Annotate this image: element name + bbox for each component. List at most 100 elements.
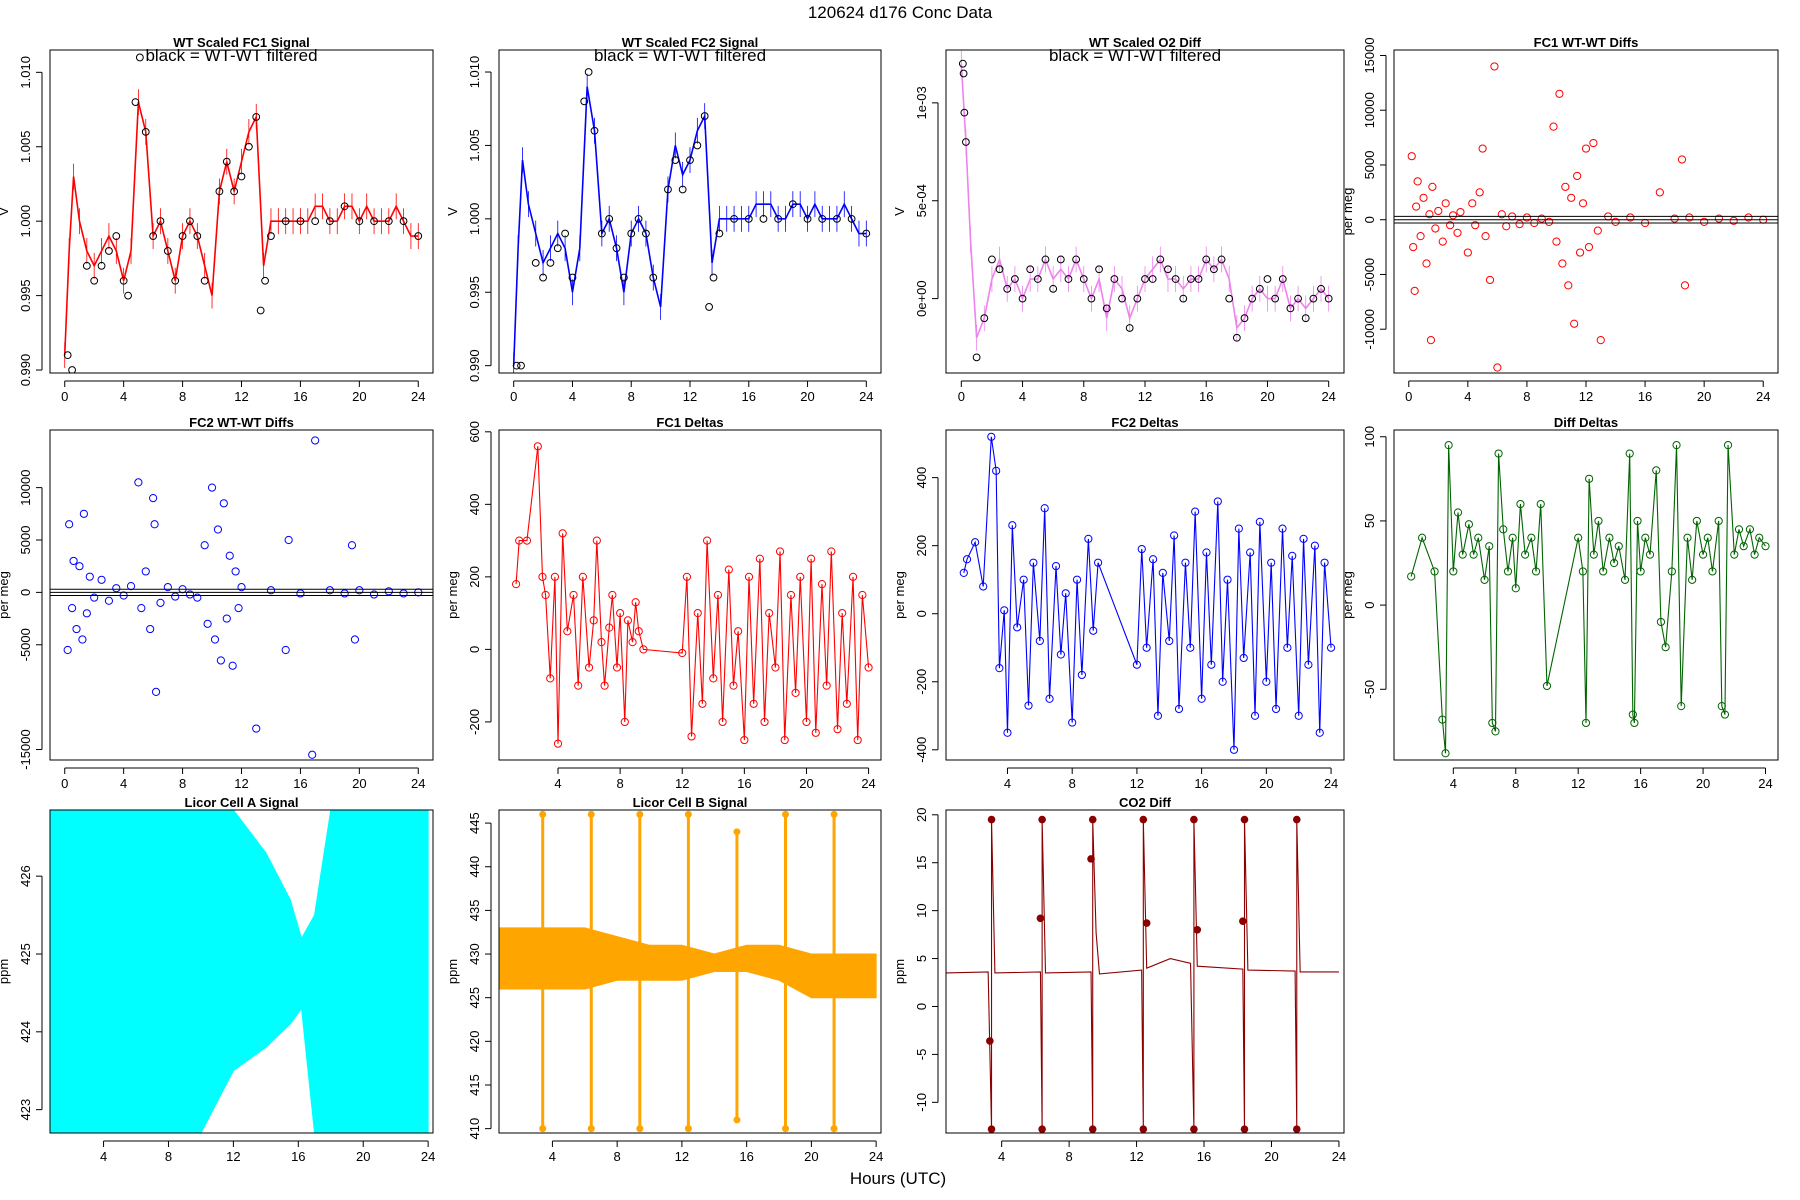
data-point (1567, 193, 1576, 202)
data-point (702, 536, 712, 545)
x-tick-label: 16 (1638, 389, 1652, 404)
x-tick-label: 20 (799, 776, 813, 791)
panel-fc1_deltas: 4 8 12 16 20 24 -200 0 200 400 600 per meg FC1 Delta… (445, 415, 882, 791)
data-point (1234, 524, 1243, 533)
data-point (962, 138, 970, 146)
data-point (1225, 294, 1234, 303)
data-point (1223, 575, 1232, 584)
data-point (79, 509, 88, 518)
data-point (1431, 224, 1440, 233)
data-point (230, 187, 239, 196)
data-point (350, 635, 360, 644)
x-tick-label: 4 (1004, 776, 1011, 791)
y-tick-label: 0e+00 (914, 280, 929, 317)
data-point (151, 687, 161, 697)
data-point (1413, 177, 1422, 186)
y-tick-label: 600 (467, 421, 482, 443)
data-point (414, 232, 423, 240)
plot-frame (1393, 429, 1779, 761)
data-point (574, 681, 583, 690)
data-point (1474, 533, 1483, 542)
data-point (1310, 541, 1319, 550)
data-point (1240, 314, 1249, 323)
y-tick-label: 415 (467, 1074, 482, 1096)
data-point (1469, 550, 1478, 559)
panel-co2_diff: 4 8 12 16 20 24 -10 -5 0 5 10 15 20 ppm CO2 Diff (892, 795, 1346, 1164)
data-point (1698, 550, 1708, 559)
data-point (1187, 275, 1195, 283)
data-point (1720, 710, 1730, 719)
data-point (1656, 617, 1666, 627)
x-tick-label: 20 (1260, 389, 1274, 404)
data-point (713, 590, 723, 600)
data-point (228, 661, 237, 670)
data-point (1181, 558, 1190, 567)
data-point (1051, 561, 1061, 571)
data-point (597, 229, 606, 238)
data-point (1536, 499, 1545, 509)
data-point (1125, 324, 1134, 332)
plot-frame (49, 809, 434, 1134)
data-point (995, 265, 1004, 274)
data-point (558, 529, 567, 538)
data-point (90, 593, 99, 602)
data-point (616, 609, 625, 618)
x-tick-label: 16 (291, 1149, 305, 1164)
data-point (63, 645, 72, 655)
spike-marker (830, 810, 838, 818)
data-point (700, 112, 709, 120)
data-point (178, 232, 187, 240)
x-tick-label: 24 (411, 389, 425, 404)
data-point (531, 258, 540, 267)
data-point (1680, 281, 1690, 290)
plot-area (499, 810, 877, 1133)
data-point (1494, 449, 1503, 458)
x-tick-label: 8 (628, 389, 635, 404)
y-tick-label: 1.005 (18, 130, 33, 163)
data-point (817, 580, 827, 589)
data-point (1194, 275, 1203, 283)
data-point (1317, 284, 1325, 293)
data-point (384, 587, 393, 596)
y-tick-label: 5e-04 (914, 184, 929, 217)
data-point (1708, 567, 1717, 576)
x-tick-label: 8 (1523, 389, 1530, 404)
data-point (1142, 919, 1151, 927)
data-point (671, 156, 680, 165)
plot-area (511, 442, 873, 748)
data-point (370, 217, 378, 226)
data-point (1409, 242, 1418, 252)
data-point (584, 68, 593, 76)
data-point (987, 815, 996, 824)
data-point (1522, 213, 1532, 222)
data-point (511, 580, 521, 589)
y-tick-label: -400 (914, 737, 929, 763)
data-point (995, 664, 1004, 673)
data-point (1087, 855, 1095, 863)
data-point (1019, 575, 1028, 584)
x-tick-label: 4 (1464, 389, 1471, 404)
data-point (311, 436, 320, 445)
x-tick-label: 20 (1697, 389, 1711, 404)
data-point (771, 663, 780, 672)
data-point (1250, 711, 1260, 720)
data-point (759, 214, 768, 223)
data-point (163, 247, 172, 255)
plot-area (50, 810, 429, 1133)
data-point (1148, 555, 1158, 564)
data-point (399, 589, 408, 598)
data-point (1645, 550, 1655, 559)
data-point (1262, 677, 1271, 686)
data-point (1079, 275, 1088, 283)
x-tick-label: 24 (869, 1149, 883, 1164)
data-point (1095, 265, 1103, 274)
series-band (50, 810, 429, 1133)
y-tick-label: 0 (18, 589, 33, 596)
data-point (979, 582, 988, 591)
data-point (1463, 248, 1472, 257)
plot-area (63, 53, 423, 373)
x-tick-label: 12 (683, 389, 697, 404)
data-point (842, 699, 851, 708)
y-tick-label: -5000 (1362, 258, 1377, 291)
data-point (1040, 504, 1049, 513)
